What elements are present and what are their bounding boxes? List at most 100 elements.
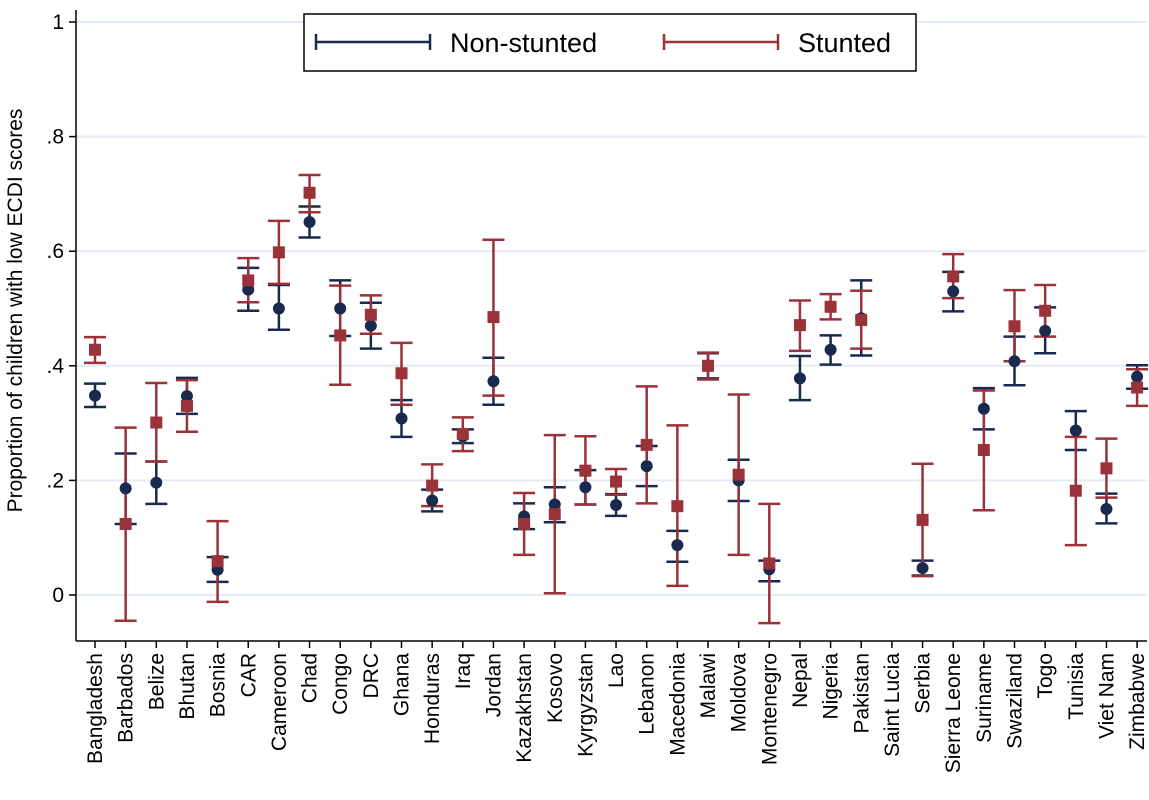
point-marker xyxy=(272,246,285,259)
point-marker xyxy=(364,319,377,332)
x-tick-label: Bangladesh xyxy=(84,653,107,764)
point-marker xyxy=(1069,424,1082,437)
point-marker xyxy=(1131,370,1144,383)
point-marker xyxy=(119,482,132,495)
x-tick-label: Nepal xyxy=(789,653,812,708)
legend-item: Stunted xyxy=(662,28,891,58)
point-marker xyxy=(334,329,347,342)
point-marker xyxy=(916,562,929,575)
point-marker xyxy=(303,215,316,228)
point-marker xyxy=(334,302,347,315)
series-marks xyxy=(84,173,1149,625)
x-tick-label: Swaziland xyxy=(1004,653,1027,749)
point-marker xyxy=(1039,304,1052,317)
point-marker xyxy=(242,274,255,287)
point-marker xyxy=(487,311,500,324)
point-marker xyxy=(855,313,868,326)
point-marker xyxy=(242,283,255,296)
x-tick-label: Macedonia xyxy=(666,653,689,756)
point-marker xyxy=(610,475,623,488)
point-marker xyxy=(977,402,990,415)
x-tick-label: Pakistan xyxy=(850,653,873,734)
point-marker xyxy=(150,416,163,429)
point-marker xyxy=(793,372,806,385)
x-tick-label: Sierra Leone xyxy=(942,653,965,773)
point-marker xyxy=(671,539,684,552)
x-tick-label: Lebanon xyxy=(636,653,659,735)
point-marker xyxy=(211,555,224,568)
point-marker xyxy=(150,476,163,489)
point-marker xyxy=(916,513,929,526)
point-marker xyxy=(947,270,960,283)
point-marker xyxy=(671,500,684,513)
markers-stunted xyxy=(89,186,1144,570)
y-tick-label: .2 xyxy=(46,469,64,492)
x-tick-label: Kosovo xyxy=(544,653,567,723)
point-marker xyxy=(395,367,408,380)
series-non-stunted xyxy=(84,205,1149,584)
x-tick-label: Bosnia xyxy=(207,653,230,718)
x-tick-label: Chad xyxy=(299,653,322,703)
series-stunted xyxy=(84,173,1149,625)
x-axis-ticks: Bangladesh Barbados Belize Bhutan Bosnia CAR C… xyxy=(84,641,1149,773)
point-marker xyxy=(426,479,439,492)
point-marker xyxy=(548,508,561,521)
point-marker xyxy=(364,308,377,321)
axes xyxy=(75,10,1147,642)
point-marker xyxy=(702,359,714,372)
point-marker xyxy=(89,343,101,356)
x-tick-label: Tunisia xyxy=(1065,653,1088,720)
point-marker xyxy=(395,412,408,425)
x-tick-label: Lao xyxy=(605,653,628,688)
point-marker xyxy=(487,375,500,388)
x-tick-label: Viet Nam xyxy=(1095,653,1118,739)
point-marker xyxy=(1131,381,1144,394)
x-tick-label: Iraq xyxy=(452,653,475,689)
x-tick-label: Honduras xyxy=(421,653,444,744)
point-marker xyxy=(1069,484,1082,497)
y-tick-label: 1 xyxy=(52,11,64,34)
point-marker xyxy=(824,343,837,356)
point-marker xyxy=(1100,462,1113,475)
point-marker xyxy=(119,517,132,530)
x-tick-label: Ghana xyxy=(391,653,414,716)
x-tick-label: Saint Lucia xyxy=(881,653,904,757)
y-axis-ticks: 0 .2 .4 .6 .8 1 xyxy=(46,11,76,607)
point-marker xyxy=(579,464,592,477)
x-tick-label: Serbia xyxy=(912,653,935,714)
x-tick-label: Moldova xyxy=(728,653,751,733)
point-marker xyxy=(456,427,469,440)
x-tick-label: Belize xyxy=(145,653,168,710)
point-marker xyxy=(732,468,745,481)
point-marker xyxy=(579,481,592,494)
point-marker xyxy=(1039,324,1052,337)
point-marker xyxy=(947,285,960,298)
point-marker xyxy=(426,494,439,507)
y-tick-label: .8 xyxy=(46,126,64,149)
legend-item: Non-stunted xyxy=(314,28,597,58)
y-axis-title: Proportion of children with low ECDI sco… xyxy=(4,109,27,513)
point-marker xyxy=(763,557,776,570)
legend-label: Stunted xyxy=(798,28,891,58)
point-marker xyxy=(793,319,806,332)
x-tick-label: Kazakhstan xyxy=(513,653,536,763)
point-marker xyxy=(640,438,653,451)
legend-label: Non-stunted xyxy=(450,28,597,58)
x-tick-label: DRC xyxy=(360,653,383,699)
y-tick-label: .4 xyxy=(46,355,64,378)
legend-items: Non-stunted Stunted xyxy=(314,28,891,58)
point-marker xyxy=(518,517,531,530)
point-marker xyxy=(610,499,623,512)
x-tick-label: Zimbabwe xyxy=(1126,653,1149,750)
x-tick-label: Bhutan xyxy=(176,653,199,720)
point-marker xyxy=(548,498,561,511)
x-tick-label: Kyrgyzstan xyxy=(574,653,597,757)
point-marker xyxy=(272,302,285,315)
x-tick-label: Montenegro xyxy=(758,653,781,765)
point-marker xyxy=(89,389,101,402)
point-marker xyxy=(1008,355,1021,368)
point-marker xyxy=(180,399,193,412)
point-marker xyxy=(640,460,653,473)
